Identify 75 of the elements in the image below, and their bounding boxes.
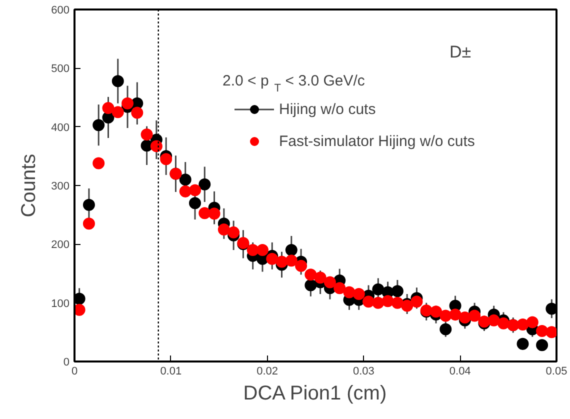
point — [112, 106, 124, 118]
point — [208, 208, 220, 220]
point — [536, 325, 548, 337]
point — [82, 218, 95, 230]
point — [256, 244, 268, 256]
point — [266, 252, 278, 265]
point — [352, 288, 365, 300]
point — [449, 308, 462, 321]
y-tick-label: 400 — [51, 122, 70, 134]
point — [391, 285, 404, 298]
point — [189, 197, 201, 210]
legend-label: Hijing w/o cuts — [279, 100, 376, 118]
point — [285, 244, 298, 256]
x-tick-label: 0.02 — [256, 366, 278, 378]
point — [440, 310, 452, 322]
point — [179, 185, 192, 198]
point — [131, 106, 144, 119]
point — [140, 128, 153, 140]
point — [304, 268, 317, 281]
annotation: D± — [450, 42, 472, 62]
point — [343, 286, 356, 298]
point — [246, 244, 259, 256]
point — [526, 316, 538, 328]
point — [92, 157, 105, 170]
point — [334, 282, 346, 294]
y-tick-label: 300 — [51, 180, 70, 192]
point — [228, 226, 240, 238]
point — [391, 296, 404, 309]
point — [122, 97, 134, 110]
legend-label: Fast-simulator Hijing w/o cuts — [279, 132, 475, 150]
point — [102, 102, 114, 114]
point — [410, 296, 423, 308]
point — [150, 140, 162, 152]
point — [198, 207, 211, 220]
x-tick-label: 0 — [71, 366, 78, 378]
point — [372, 283, 384, 296]
point — [82, 198, 95, 211]
x-tick-label: 0.04 — [449, 366, 471, 378]
y-tick-label: 600 — [51, 4, 70, 16]
point — [488, 314, 500, 326]
point — [314, 272, 326, 284]
y-tick-label: 500 — [51, 63, 70, 76]
point — [546, 326, 556, 338]
point — [536, 339, 548, 352]
point — [112, 75, 124, 88]
y-axis-title: Counts — [18, 154, 40, 218]
point — [546, 302, 556, 315]
point — [516, 318, 529, 331]
x-tick-label: 0.05 — [546, 366, 568, 378]
x-tick-label: 0.03 — [352, 366, 374, 378]
point — [295, 260, 308, 272]
point — [440, 323, 452, 336]
point — [92, 119, 105, 132]
point — [497, 317, 510, 330]
point — [430, 306, 442, 318]
point — [468, 310, 481, 322]
point — [218, 224, 230, 236]
point — [458, 312, 471, 324]
point — [516, 338, 529, 350]
x-tick-label: 0.01 — [160, 366, 182, 378]
y-tick-label: 200 — [51, 239, 70, 252]
point — [198, 178, 211, 190]
point — [382, 295, 394, 308]
point — [189, 184, 201, 196]
point — [74, 292, 86, 305]
y-tick-label: 100 — [51, 298, 70, 310]
x-axis-title: DCA Pion1 (cm) — [243, 382, 387, 404]
point — [160, 153, 172, 166]
point — [179, 174, 192, 186]
point — [74, 304, 86, 316]
point — [372, 296, 384, 309]
y-tick-label: 0 — [63, 356, 70, 368]
point — [324, 276, 336, 288]
point — [285, 254, 298, 267]
point — [362, 296, 375, 308]
